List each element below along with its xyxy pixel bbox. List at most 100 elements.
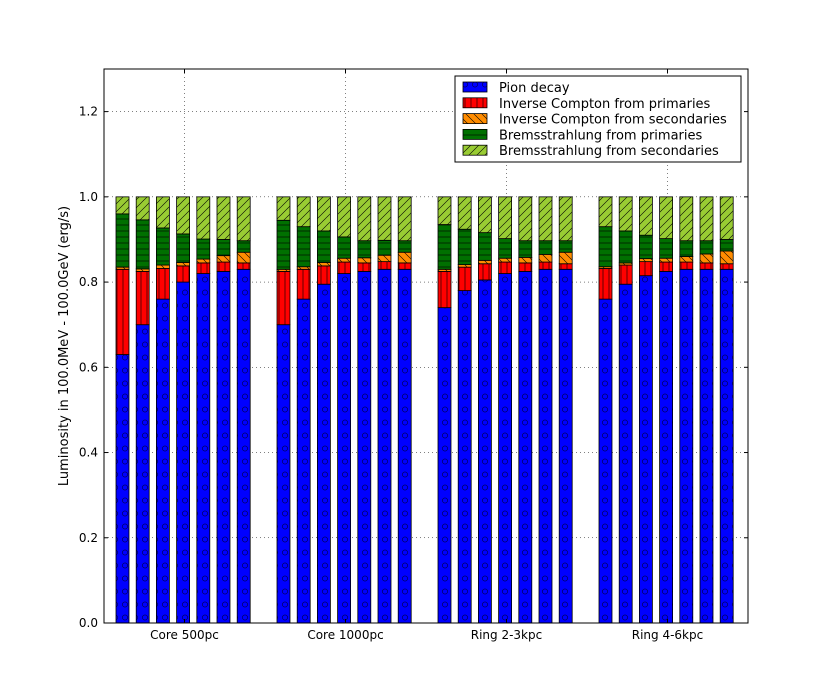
- bar-segment-hatch: [539, 269, 552, 623]
- bar-segment-hatch: [337, 273, 351, 623]
- bar-segment-hatch: [539, 254, 552, 263]
- axis-ticks: 0.0 0.2 0.4 0.6 0.8 1.0 1.2 Core 500pc Core 1000…: [79, 69, 748, 642]
- y-tick-label: 0.6: [79, 360, 98, 374]
- bar-segment-hatch: [700, 240, 713, 254]
- bar-segment-hatch: [659, 262, 673, 272]
- bar-segment-hatch: [378, 261, 391, 270]
- bar-segment-hatch: [398, 240, 412, 253]
- bar-segment-hatch: [659, 196, 673, 239]
- bar-segment-hatch: [357, 240, 371, 258]
- bar-segment-hatch: [196, 262, 210, 274]
- bar-segment-hatch: [700, 269, 713, 623]
- bar-segment-hatch: [539, 240, 552, 255]
- bar-segment-hatch: [357, 262, 371, 272]
- bar-segment-hatch: [217, 239, 230, 256]
- bar-segment-hatch: [619, 265, 633, 285]
- bar-segment-hatch: [518, 196, 532, 241]
- bar-segment-hatch: [237, 196, 251, 241]
- bar-segment-hatch: [378, 196, 391, 241]
- legend-label: Bremsstrahlung from secondaries: [499, 144, 719, 159]
- bar-segment-hatch: [217, 262, 230, 272]
- bar-segment-hatch: [438, 269, 451, 272]
- bar-segment-hatch: [156, 227, 170, 266]
- bar-segment-hatch: [297, 226, 311, 267]
- bar-segment-hatch: [176, 196, 190, 234]
- bar-segment-hatch: [539, 262, 552, 270]
- bar-segment-hatch: [237, 252, 251, 263]
- bar-segment-hatch: [277, 324, 290, 623]
- bar-segment-hatch: [217, 271, 230, 623]
- bar-segment-hatch: [337, 262, 351, 274]
- bar-segment-hatch: [196, 196, 210, 240]
- bar-segment-hatch: [518, 262, 532, 272]
- bar-segment-hatch: [438, 224, 451, 270]
- bar-segment-hatch: [317, 230, 331, 263]
- bar-segment-hatch: [458, 290, 472, 623]
- bar-segment-hatch: [378, 269, 391, 623]
- y-tick-label: 0.8: [79, 275, 98, 289]
- legend-swatch-hatch: [463, 97, 487, 108]
- legend-swatch-hatch: [463, 129, 487, 140]
- y-tick-label: 0.4: [79, 446, 98, 460]
- bar-segment-hatch: [720, 269, 734, 623]
- bar-segment-hatch: [478, 263, 492, 280]
- bar-segment-hatch: [398, 196, 412, 241]
- bar-segment-hatch: [176, 282, 190, 623]
- bar-segment-hatch: [659, 271, 673, 623]
- bar-segment-hatch: [559, 196, 573, 241]
- bar-segment-hatch: [217, 196, 230, 240]
- bar-segment-hatch: [720, 263, 734, 270]
- bar-segment-hatch: [659, 238, 673, 259]
- bar-segment-hatch: [599, 266, 612, 269]
- bar-segment-hatch: [478, 279, 492, 623]
- bar-segment-hatch: [237, 262, 251, 270]
- bar-segment-hatch: [498, 258, 512, 263]
- bar-segment-hatch: [599, 299, 612, 623]
- bar-segment-hatch: [639, 235, 653, 259]
- bar-segment-hatch: [398, 262, 412, 270]
- bar-segment-hatch: [237, 240, 251, 253]
- bar-segment-hatch: [599, 226, 612, 267]
- bar-segment-hatch: [679, 240, 693, 257]
- bar-segment-hatch: [458, 229, 472, 265]
- bar-segment-hatch: [398, 269, 412, 623]
- bar-segment-hatch: [398, 252, 412, 263]
- bar-segment-hatch: [639, 275, 653, 623]
- bar-segment-hatch: [679, 256, 693, 263]
- bar-segment-hatch: [700, 262, 713, 270]
- bar-segment-hatch: [136, 324, 150, 623]
- y-tick-label: 0.0: [79, 616, 98, 630]
- bar-segment-hatch: [277, 220, 290, 270]
- bar-segment-hatch: [619, 196, 633, 231]
- bar-segment-hatch: [297, 266, 311, 270]
- bar-segment-hatch: [559, 269, 573, 623]
- legend-label: Bremsstrahlung from primaries: [499, 128, 702, 143]
- bar-segment-hatch: [176, 265, 190, 283]
- bar-segment-hatch: [559, 240, 573, 253]
- y-axis-label: Luminosity in 100.0MeV - 100.0GeV (erg/s…: [57, 206, 72, 486]
- plot-frame: [103, 68, 749, 624]
- bar-segment-hatch: [357, 257, 371, 263]
- bar-segment-hatch: [539, 196, 552, 241]
- bar-segment-hatch: [599, 196, 612, 227]
- bar-segment-hatch: [679, 196, 693, 241]
- bar-segment-hatch: [357, 271, 371, 623]
- bar-segment-hatch: [116, 213, 129, 268]
- y-tick-label: 1.2: [79, 105, 98, 119]
- bar-segment-hatch: [619, 230, 633, 263]
- x-tick-label: Core 500pc: [150, 628, 219, 642]
- bar-segment-hatch: [196, 259, 210, 263]
- bar-segment-hatch: [196, 273, 210, 623]
- bar-segment-hatch: [720, 196, 734, 240]
- bar-segment-hatch: [458, 267, 472, 291]
- bar-segment-hatch: [337, 258, 351, 263]
- bar-segment-hatch: [337, 236, 351, 259]
- bar-segment-hatch: [176, 262, 190, 266]
- bar-segment-hatch: [498, 196, 512, 239]
- legend-label: Inverse Compton from secondaries: [499, 113, 727, 128]
- bar-segment-hatch: [297, 299, 311, 623]
- bar-segment-hatch: [720, 239, 734, 251]
- bar-segment-hatch: [317, 196, 331, 231]
- bar-segment-hatch: [237, 269, 251, 623]
- x-tick-label: Ring 2-3kpc: [471, 628, 542, 642]
